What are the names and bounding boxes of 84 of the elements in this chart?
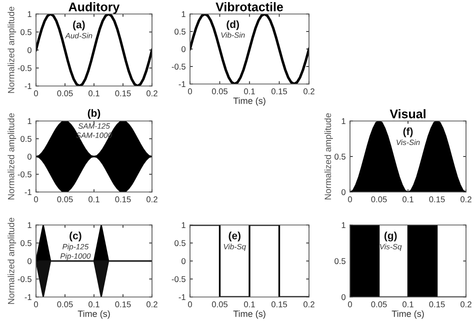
- y-tick-label: -1: [24, 294, 32, 300]
- x-tick-label: 0: [34, 196, 38, 202]
- y-tick-label: 1: [182, 222, 186, 228]
- x-tick-label: 0: [34, 301, 38, 308]
- y-tick-label: 0.5: [174, 28, 186, 35]
- x-tick-label: 0.2: [304, 301, 314, 308]
- x-tick-label: 0.1: [244, 88, 255, 94]
- y-tick-label: 1: [182, 11, 186, 18]
- x-tick-label: 0.15: [115, 301, 131, 308]
- annotation: (f): [403, 128, 413, 138]
- annotation: (d): [226, 20, 239, 30]
- x-axis-title: Time (s): [233, 97, 266, 106]
- x-tick-label: 0.05: [57, 90, 73, 96]
- x-tick-label: 0.15: [271, 88, 288, 94]
- y-tick-label: 0: [342, 294, 346, 300]
- x-tick-label: 0.05: [212, 88, 228, 94]
- y-tick-label: 0: [182, 46, 186, 52]
- x-tick-label: 0.2: [146, 90, 158, 96]
- x-tick-label: 0.1: [402, 196, 414, 202]
- chart-title: Auditory: [68, 2, 120, 14]
- y-tick-label: -0.5: [18, 65, 32, 72]
- annotation: (a): [73, 20, 85, 30]
- y-axis-title: Normalized amplitude: [8, 113, 16, 200]
- y-tick-label: -0.5: [18, 171, 32, 178]
- x-tick-label: 0.05: [57, 301, 73, 308]
- x-tick-label: 0.15: [271, 301, 288, 308]
- y-tick-label: 0.5: [174, 240, 186, 246]
- x-tick-label: 0.1: [402, 301, 414, 308]
- x-tick-label: 0.2: [304, 88, 314, 94]
- x-tick-label: 0.1: [88, 301, 100, 308]
- y-tick-label: 1: [28, 118, 32, 124]
- y-tick-label: 1: [28, 222, 32, 228]
- chart-title: Visual: [390, 109, 426, 118]
- y-tick-label: 0.5: [20, 240, 32, 246]
- y-tick-label: -1: [24, 189, 32, 196]
- y-axis-title: Normalized amplitude: [324, 113, 333, 200]
- x-tick-label: 0.05: [371, 196, 387, 202]
- x-tick-label: 0.15: [429, 196, 445, 202]
- annotation: (g): [384, 232, 397, 242]
- y-tick-label: 1: [342, 222, 346, 228]
- x-tick-label: 0.15: [115, 196, 131, 202]
- chart-title: Vibrotactile: [216, 2, 283, 12]
- x-tick-label: 0.1: [88, 196, 100, 202]
- x-tick-label: 0.2: [460, 301, 472, 308]
- x-tick-label: 0: [348, 196, 352, 202]
- x-axis-title: Time (s): [392, 310, 424, 319]
- y-tick-label: -1: [24, 83, 32, 90]
- y-axis-title: Normalized amplitude: [8, 218, 16, 304]
- y-tick-label: -0.5: [172, 64, 186, 70]
- x-tick-label: 0.15: [429, 301, 445, 308]
- x-tick-label: 0.05: [212, 301, 228, 308]
- x-tick-label: 0: [34, 90, 38, 96]
- y-tick-label: 0: [28, 47, 32, 54]
- x-tick-label: 0.1: [244, 301, 255, 308]
- y-tick-label: -1: [178, 294, 186, 300]
- y-tick-label: -0.5: [172, 276, 186, 282]
- x-axis-title: Time (s): [78, 310, 110, 319]
- y-tick-label: 0: [182, 258, 186, 264]
- x-tick-label: 0: [348, 301, 352, 308]
- x-tick-label: 0.05: [57, 196, 73, 202]
- y-axis-title: Normalized amplitude: [8, 6, 16, 93]
- annotation: (e): [228, 232, 240, 242]
- x-tick-label: 0: [188, 301, 192, 308]
- y-tick-label: 1: [342, 118, 346, 124]
- y-tick-label: 0.5: [334, 258, 346, 264]
- y-tick-label: 0.5: [20, 136, 32, 142]
- x-tick-label: 0.05: [371, 301, 387, 308]
- y-tick-label: 0: [342, 189, 346, 196]
- text: (b): [88, 109, 100, 119]
- x-tick-label: 0.2: [460, 196, 472, 202]
- y-tick-label: 1: [28, 11, 32, 18]
- x-tick-label: 0.2: [146, 301, 158, 308]
- x-tick-label: 0.2: [146, 196, 158, 202]
- y-tick-label: -0.5: [18, 276, 32, 282]
- x-tick-label: 0.1: [88, 90, 100, 96]
- y-tick-label: 0.5: [20, 29, 32, 36]
- annotation: (c): [70, 232, 82, 242]
- y-tick-label: -1: [178, 81, 186, 88]
- x-tick-label: 0: [188, 88, 192, 94]
- y-tick-label: 0.5: [334, 154, 346, 160]
- y-tick-label: 0: [28, 154, 32, 160]
- x-tick-label: 0.15: [115, 90, 131, 96]
- x-axis-title: Time (s): [233, 310, 266, 319]
- y-tick-label: 0: [28, 258, 32, 264]
